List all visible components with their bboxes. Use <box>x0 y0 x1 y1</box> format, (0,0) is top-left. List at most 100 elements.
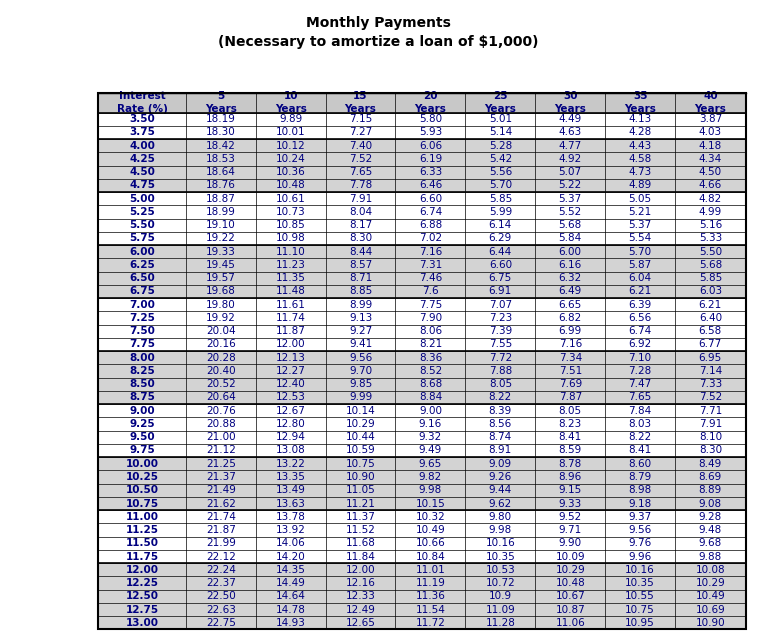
Text: 4.75: 4.75 <box>129 180 155 190</box>
Text: 10.72: 10.72 <box>485 578 516 588</box>
Text: 5.16: 5.16 <box>699 220 722 230</box>
Text: 20.40: 20.40 <box>206 366 235 376</box>
Text: 8.57: 8.57 <box>349 260 372 270</box>
Text: 20.28: 20.28 <box>206 353 235 363</box>
Text: 11.72: 11.72 <box>416 618 445 627</box>
Text: 9.52: 9.52 <box>559 512 582 522</box>
Text: 10.09: 10.09 <box>556 551 585 562</box>
Text: 8.36: 8.36 <box>419 353 442 363</box>
Text: 19.45: 19.45 <box>206 260 235 270</box>
Text: 11.36: 11.36 <box>416 591 445 601</box>
Text: 4.89: 4.89 <box>628 180 652 190</box>
Text: 5.42: 5.42 <box>489 154 512 164</box>
Text: 10.75: 10.75 <box>346 459 375 469</box>
Text: 10.59: 10.59 <box>346 445 375 456</box>
Text: 10.08: 10.08 <box>696 565 725 574</box>
Text: 14.35: 14.35 <box>276 565 306 574</box>
Text: 6.40: 6.40 <box>699 313 722 323</box>
Text: 13.22: 13.22 <box>276 459 306 469</box>
Text: 21.49: 21.49 <box>206 485 235 495</box>
Text: 10.85: 10.85 <box>276 220 306 230</box>
Text: 8.96: 8.96 <box>559 472 582 482</box>
Text: 10.29: 10.29 <box>346 419 375 429</box>
Text: 9.56: 9.56 <box>628 525 652 535</box>
Text: 9.82: 9.82 <box>419 472 442 482</box>
Text: 8.00: 8.00 <box>129 353 155 363</box>
Text: 5.05: 5.05 <box>628 194 652 204</box>
Text: 8.89: 8.89 <box>699 485 722 495</box>
Text: 5.87: 5.87 <box>628 260 652 270</box>
Text: 6.65: 6.65 <box>559 300 582 310</box>
Text: 10.50: 10.50 <box>126 485 159 495</box>
Text: 8.30: 8.30 <box>349 233 372 243</box>
Text: 10.9: 10.9 <box>489 591 512 601</box>
Text: 9.37: 9.37 <box>628 512 652 522</box>
Text: 11.84: 11.84 <box>346 551 375 562</box>
Text: 3.50: 3.50 <box>129 114 155 124</box>
Text: 5.99: 5.99 <box>489 207 512 217</box>
Text: 8.68: 8.68 <box>419 379 442 389</box>
Text: 8.39: 8.39 <box>489 406 512 416</box>
Text: 10.66: 10.66 <box>416 538 445 548</box>
Text: 5.37: 5.37 <box>628 220 652 230</box>
Text: 10.90: 10.90 <box>346 472 375 482</box>
Text: 21.87: 21.87 <box>206 525 235 535</box>
Text: 6.46: 6.46 <box>419 180 442 190</box>
Text: 18.64: 18.64 <box>206 167 235 177</box>
Text: 10
Years: 10 Years <box>275 91 307 114</box>
Text: 10.35: 10.35 <box>625 578 655 588</box>
Text: 3.87: 3.87 <box>699 114 722 124</box>
Text: Monthly Payments: Monthly Payments <box>306 16 451 30</box>
Text: 7.78: 7.78 <box>349 180 372 190</box>
Text: 10.98: 10.98 <box>276 233 306 243</box>
Text: 10.67: 10.67 <box>556 591 585 601</box>
Text: 12.80: 12.80 <box>276 419 306 429</box>
Text: 7.27: 7.27 <box>349 127 372 137</box>
Text: 18.76: 18.76 <box>206 180 235 190</box>
Text: 8.05: 8.05 <box>559 406 582 416</box>
Text: 8.98: 8.98 <box>628 485 652 495</box>
Text: 7.34: 7.34 <box>559 353 582 363</box>
Text: 7.16: 7.16 <box>419 247 442 257</box>
Text: 6.06: 6.06 <box>419 141 442 151</box>
Text: 10.32: 10.32 <box>416 512 445 522</box>
Text: 18.53: 18.53 <box>206 154 235 164</box>
Text: 7.75: 7.75 <box>419 300 442 310</box>
Text: 19.22: 19.22 <box>206 233 235 243</box>
Text: 19.10: 19.10 <box>206 220 235 230</box>
Text: 12.00: 12.00 <box>346 565 375 574</box>
Text: 12.16: 12.16 <box>346 578 375 588</box>
Text: 14.49: 14.49 <box>276 578 306 588</box>
Text: 9.18: 9.18 <box>628 498 652 509</box>
Text: 9.00: 9.00 <box>419 406 442 416</box>
Text: 11.06: 11.06 <box>556 618 585 627</box>
Text: 12.00: 12.00 <box>126 565 159 574</box>
Text: 12.65: 12.65 <box>346 618 375 627</box>
Text: 10.55: 10.55 <box>625 591 655 601</box>
Text: 10.29: 10.29 <box>696 578 725 588</box>
Text: 11.09: 11.09 <box>485 604 516 615</box>
Text: 11.05: 11.05 <box>346 485 375 495</box>
Text: 10.61: 10.61 <box>276 194 306 204</box>
Text: 10.84: 10.84 <box>416 551 445 562</box>
Text: 6.44: 6.44 <box>489 247 512 257</box>
Text: 7.28: 7.28 <box>628 366 652 376</box>
Text: 7.65: 7.65 <box>628 392 652 403</box>
Text: 20
Years: 20 Years <box>415 91 447 114</box>
Text: 11.19: 11.19 <box>416 578 445 588</box>
Text: 7.02: 7.02 <box>419 233 442 243</box>
Text: 11.01: 11.01 <box>416 565 445 574</box>
Text: 13.35: 13.35 <box>276 472 306 482</box>
Text: 7.07: 7.07 <box>489 300 512 310</box>
Text: 5.01: 5.01 <box>489 114 512 124</box>
Text: 7.71: 7.71 <box>699 406 722 416</box>
Text: 20.04: 20.04 <box>206 327 235 336</box>
Text: 5.07: 5.07 <box>559 167 582 177</box>
Text: 5.00: 5.00 <box>129 194 155 204</box>
Text: 6.99: 6.99 <box>559 327 582 336</box>
Text: 4.00: 4.00 <box>129 141 155 151</box>
Text: 7.47: 7.47 <box>628 379 652 389</box>
Text: 15
Years: 15 Years <box>344 91 376 114</box>
Text: 7.52: 7.52 <box>699 392 722 403</box>
Text: 10.53: 10.53 <box>485 565 516 574</box>
